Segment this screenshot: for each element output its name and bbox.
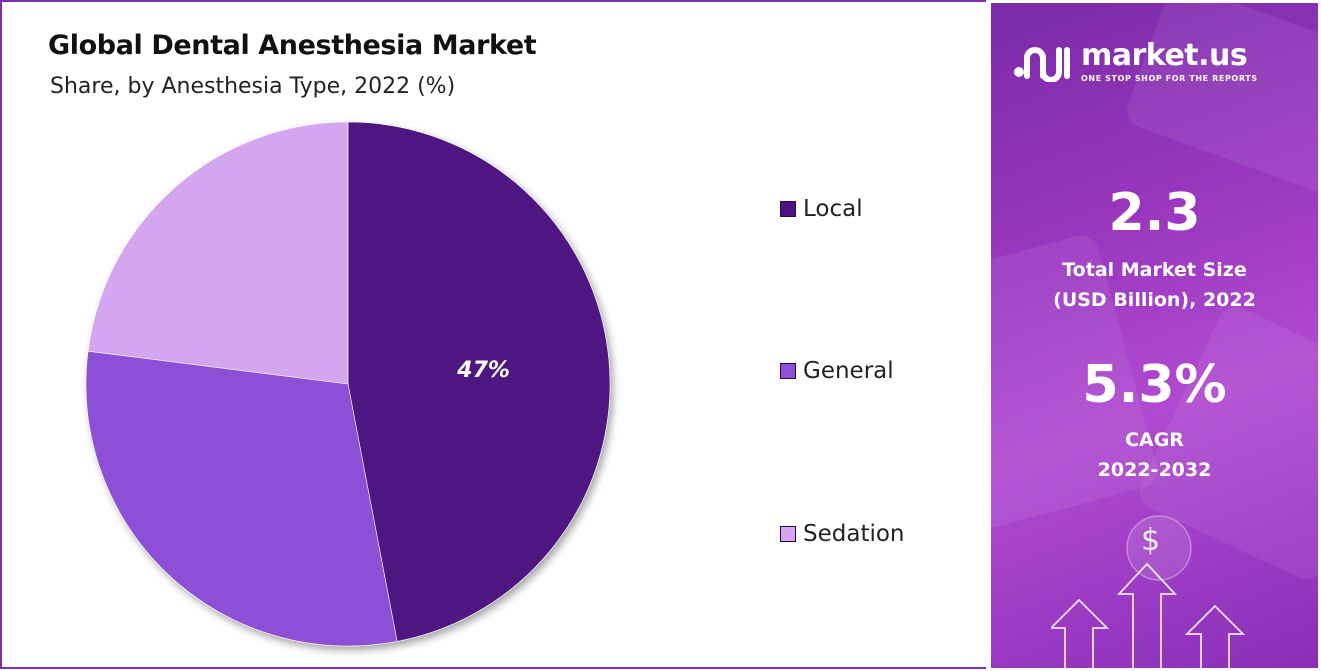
pie-slice-local: [347, 121, 611, 642]
pie-slice-sedation: [87, 121, 349, 385]
legend-swatch: [780, 201, 796, 217]
up-arrow-icon: [1051, 562, 1246, 668]
chart-title: Global Dental Anesthesia Market: [48, 30, 537, 61]
market-size-caption-line1: Total Market Size: [1062, 259, 1247, 281]
market-size-caption-line2: (USD Billion), 2022: [1053, 289, 1256, 311]
dollar-symbol: $: [1141, 523, 1161, 558]
legend-item-general: General: [780, 358, 894, 384]
brand-logo[interactable]: market.us ONE STOP SHOP FOR THE REPORTS: [1013, 41, 1258, 83]
legend-swatch: [780, 363, 796, 379]
summary-panel: market.us ONE STOP SHOP FOR THE REPORTS …: [988, 0, 1321, 671]
legend-label: General: [803, 358, 894, 384]
market-us-logo-icon: [1014, 47, 1070, 82]
brand-tagline: ONE STOP SHOP FOR THE REPORTS: [1081, 74, 1258, 83]
dollar-coin-icon: [1126, 515, 1192, 581]
data-label-local: 47%: [456, 358, 510, 383]
cagr-caption-line1: CAGR: [1125, 429, 1184, 451]
cagr-value: 5.3%: [1082, 355, 1227, 415]
background-decoration: [1121, 3, 1318, 197]
growth-illustration: [1051, 515, 1246, 668]
pie-chart: 47%: [85, 121, 611, 647]
legend-label: Sedation: [803, 521, 905, 547]
brand-name: market.us: [1081, 38, 1248, 73]
legend-swatch: [780, 526, 796, 542]
cagr-caption-line2: 2022-2032: [1097, 459, 1212, 481]
legend-item-sedation: Sedation: [780, 521, 905, 547]
chart-subtitle: Share, by Anesthesia Type, 2022 (%): [50, 74, 456, 99]
pie-slice-general: [85, 350, 398, 647]
market-size-value: 2.3: [1108, 183, 1201, 243]
legend-item-local: Local: [780, 196, 863, 222]
chart-panel: Global Dental Anesthesia Market Share, b…: [0, 0, 986, 669]
legend-label: Local: [803, 196, 863, 222]
